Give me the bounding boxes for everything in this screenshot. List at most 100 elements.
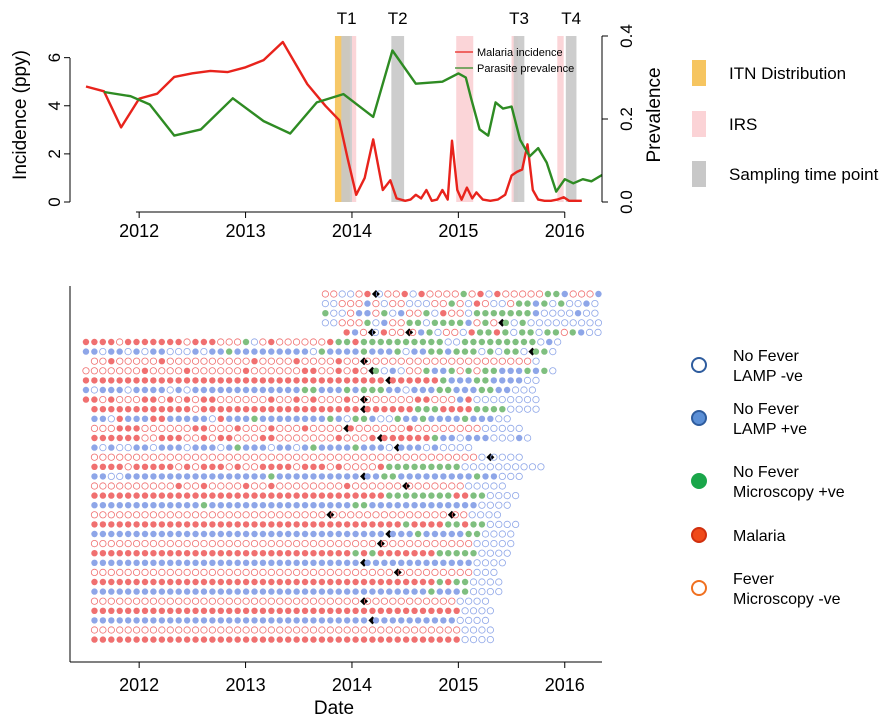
status-point xyxy=(360,434,368,442)
status-point xyxy=(381,319,388,326)
status-point xyxy=(141,473,149,480)
status-point xyxy=(309,347,317,356)
status-point xyxy=(406,511,414,519)
status-point xyxy=(461,607,469,615)
status-point xyxy=(364,310,371,317)
status-point xyxy=(502,290,510,298)
status-point xyxy=(440,434,447,442)
status-point xyxy=(482,377,489,384)
status-point xyxy=(515,310,523,317)
status-point xyxy=(481,539,490,548)
status-point xyxy=(276,492,283,499)
status-point xyxy=(402,636,410,643)
status-point xyxy=(259,530,267,538)
status-point xyxy=(469,463,478,471)
prevalence-line xyxy=(103,49,603,193)
status-point xyxy=(347,309,355,317)
status-point xyxy=(493,329,501,336)
status-point xyxy=(217,626,225,634)
status-point xyxy=(405,367,414,375)
status-point xyxy=(436,521,444,528)
status-point xyxy=(209,636,216,643)
status-point xyxy=(369,578,376,586)
status-point xyxy=(552,319,560,327)
status-point xyxy=(406,559,413,566)
status-point xyxy=(402,386,410,394)
status-point xyxy=(461,386,469,394)
status-point xyxy=(225,511,233,519)
status-point xyxy=(485,329,492,336)
status-point xyxy=(175,617,182,624)
status-point xyxy=(380,395,388,404)
status-point xyxy=(150,530,157,538)
status-point xyxy=(456,443,464,452)
status-point xyxy=(310,406,317,413)
status-point xyxy=(318,521,326,528)
status-point xyxy=(108,338,115,346)
status-point xyxy=(402,578,410,586)
status-point xyxy=(116,626,124,634)
status-point xyxy=(166,626,174,634)
status-point xyxy=(335,578,342,586)
status-point xyxy=(351,482,360,490)
status-point xyxy=(234,463,241,470)
status-point xyxy=(259,502,267,509)
status-point xyxy=(486,549,494,557)
status-point xyxy=(234,521,241,528)
status-point xyxy=(200,539,208,548)
status-point xyxy=(175,539,183,548)
status-point xyxy=(461,626,469,634)
status-point xyxy=(478,453,486,461)
status-point xyxy=(422,568,431,577)
status-point xyxy=(284,453,292,461)
status-point xyxy=(191,357,200,365)
status-point xyxy=(440,530,447,538)
status-point xyxy=(133,607,140,614)
status-point xyxy=(326,597,334,605)
status-point xyxy=(200,607,208,614)
status-point xyxy=(482,367,489,374)
status-point xyxy=(343,338,351,346)
status-point xyxy=(428,348,435,355)
status-point xyxy=(149,434,158,442)
status-point xyxy=(208,424,216,432)
status-point xyxy=(191,482,200,490)
status-point xyxy=(141,511,149,519)
status-point xyxy=(457,530,464,538)
status-point xyxy=(436,463,444,470)
status-point xyxy=(397,395,405,404)
status-point xyxy=(394,521,401,528)
status-point xyxy=(377,578,385,586)
status-point xyxy=(132,568,141,577)
status-point xyxy=(498,482,506,490)
status-point xyxy=(217,617,225,624)
status-point xyxy=(355,310,363,317)
status-point xyxy=(453,578,460,586)
status-point xyxy=(402,626,410,634)
status-point xyxy=(108,502,115,509)
status-point xyxy=(225,348,233,355)
status-point xyxy=(440,377,447,384)
status-point xyxy=(428,550,435,557)
status-point xyxy=(318,539,326,548)
status-point xyxy=(473,310,481,317)
status-point xyxy=(175,406,182,413)
status-point xyxy=(276,636,283,643)
status-point xyxy=(242,636,250,643)
status-point xyxy=(411,636,418,643)
status-point xyxy=(183,434,191,442)
status-point xyxy=(284,395,292,404)
status-point xyxy=(217,492,225,499)
status-point xyxy=(377,348,384,355)
status-point xyxy=(108,358,115,365)
status-point xyxy=(351,597,360,605)
status-point xyxy=(414,482,422,490)
status-point xyxy=(456,396,464,403)
status-point xyxy=(372,319,380,327)
status-point xyxy=(335,559,342,566)
status-point xyxy=(318,395,326,404)
status-point xyxy=(158,406,166,413)
status-point xyxy=(487,348,494,355)
status-point xyxy=(397,511,405,519)
status-point xyxy=(470,521,477,528)
